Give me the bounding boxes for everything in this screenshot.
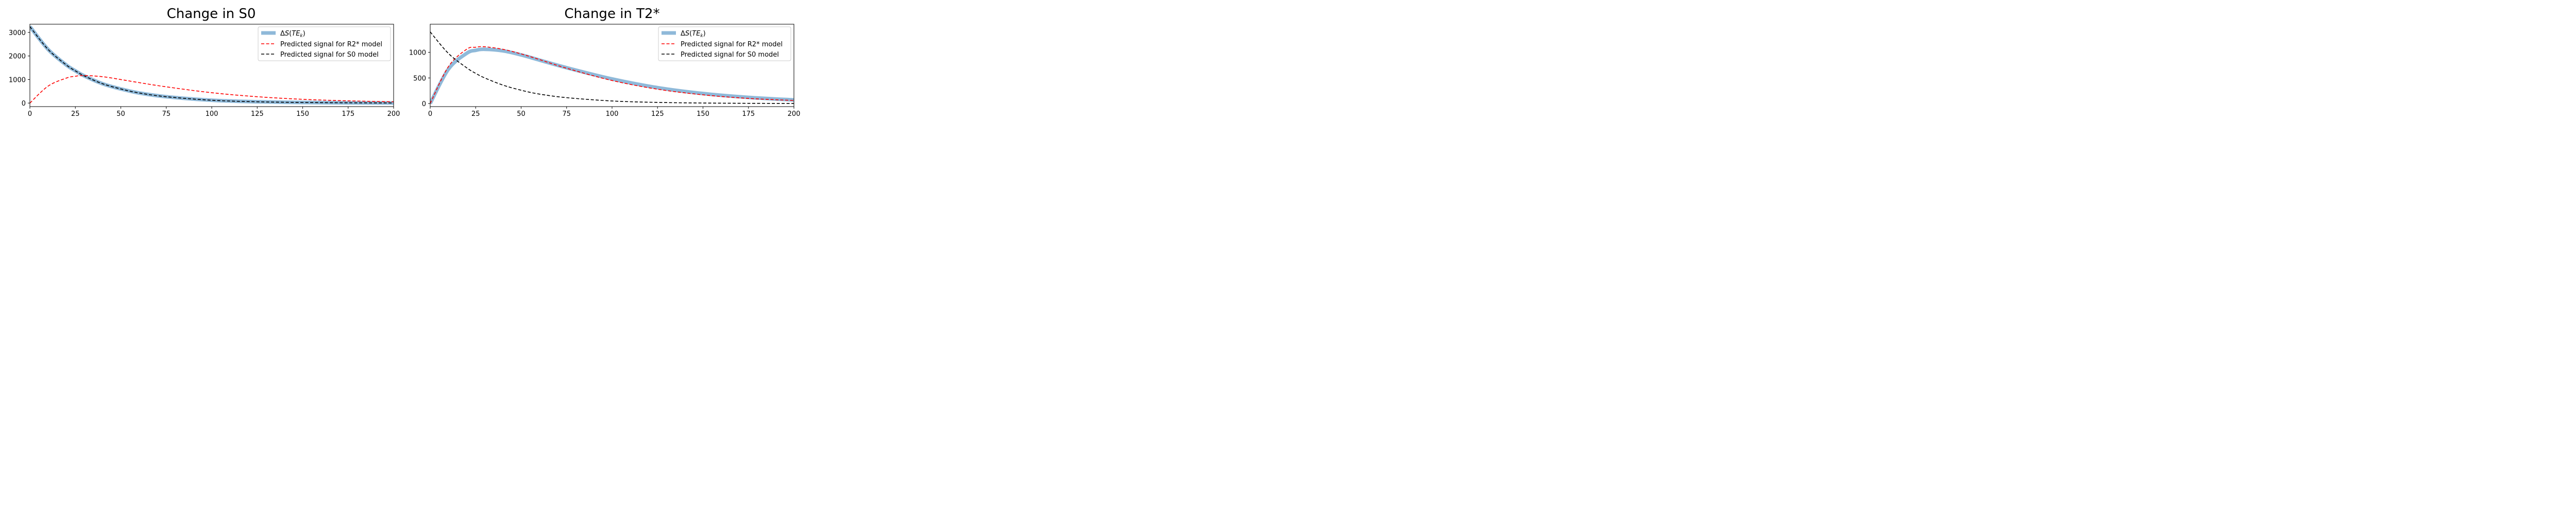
x-tick-label: 75 [562, 110, 571, 118]
x-tick-label: 0 [428, 110, 432, 118]
figure: Change in S0 0 25 50 75 100 125 150 175 20001000… [9, 6, 801, 118]
legend-label-1: Predicted signal for R2* model [280, 41, 382, 48]
x-tick-label: 200 [788, 110, 801, 118]
x-tick-label: 50 [116, 110, 125, 118]
series-line-2 [430, 31, 794, 104]
legend-label-2: Predicted signal for S0 model [681, 51, 779, 59]
x-tick-label: 100 [206, 110, 218, 118]
chart-panel-t2star: Change in T2* 0 25 50 75 100 125 150 175 200 0 500… [409, 6, 801, 118]
x-tick-label: 200 [387, 110, 400, 118]
y-tick-label: 0 [22, 100, 26, 108]
chart-title: Change in T2* [564, 6, 659, 22]
x-tick-label: 150 [296, 110, 309, 118]
chart-title: Change in S0 [167, 6, 256, 22]
x-tick-label: 100 [606, 110, 619, 118]
x-tick-label: 125 [651, 110, 664, 118]
x-tick-label: 50 [517, 110, 526, 118]
y-tick-label: 0 [422, 100, 426, 108]
x-tick-label: 0 [28, 110, 32, 118]
y-tick-label: 2000 [9, 53, 26, 61]
x-tick-label: 150 [697, 110, 709, 118]
y-tick-label: 500 [413, 75, 426, 82]
series-line-2 [30, 26, 394, 104]
x-tick-label: 75 [162, 110, 171, 118]
legend-label-2: Predicted signal for S0 model [280, 51, 379, 59]
x-tick-label: 25 [471, 110, 480, 118]
y-tick-label: 1000 [409, 49, 426, 57]
x-tick-label: 125 [251, 110, 264, 118]
x-tick-label: 175 [742, 110, 755, 118]
y-tick-label: 1000 [9, 76, 26, 84]
legend: ΔS(TEk) Predicted signal for R2* model P… [658, 26, 791, 61]
chart-panel-s0: Change in S0 0 25 50 75 100 125 150 175 20001000… [9, 6, 400, 118]
legend-box [258, 26, 391, 61]
x-tick-label: 25 [71, 110, 80, 118]
legend-label-1: Predicted signal for R2* model [681, 41, 783, 48]
series-line-1 [430, 46, 794, 104]
legend-label-0: ΔS(TEk) [280, 30, 306, 39]
legend-box [658, 26, 791, 61]
series-line-0 [430, 47, 794, 105]
series-line-1 [30, 75, 394, 104]
x-tick-label: 175 [342, 110, 354, 118]
y-tick-label: 3000 [9, 29, 26, 37]
legend-label-0: ΔS(TEk) [681, 30, 706, 39]
legend: ΔS(TEk) Predicted signal for R2* model P… [258, 26, 391, 61]
plot-area: 0 25 50 75 100 125 150 175 200 0 500 1000 ΔS(TEk) P… [409, 24, 801, 118]
